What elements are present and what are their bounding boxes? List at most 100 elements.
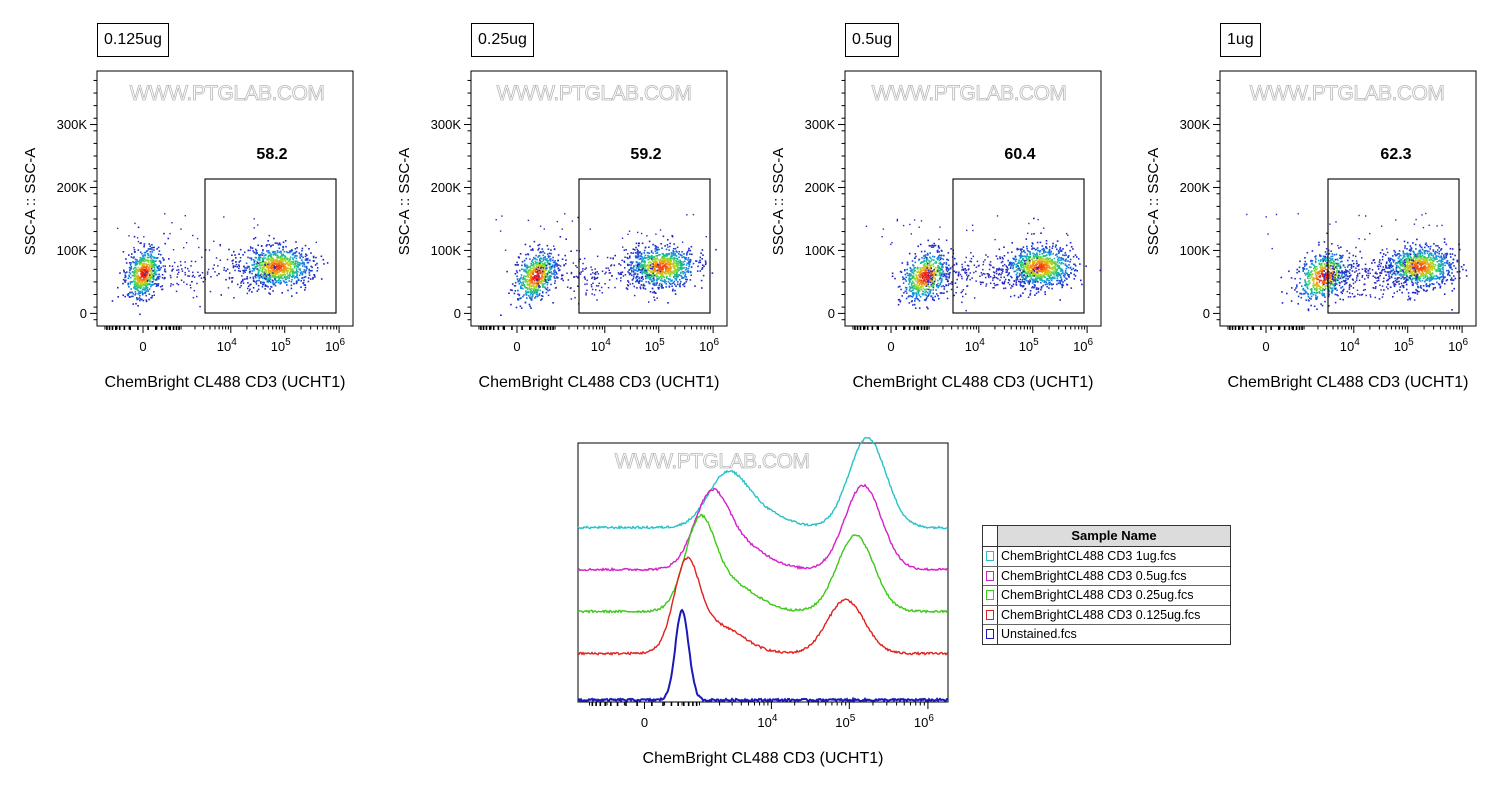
event-dot xyxy=(145,259,148,261)
event-dot xyxy=(158,269,160,272)
event-dot xyxy=(1030,270,1032,272)
event-dot xyxy=(689,261,691,264)
event-dot xyxy=(925,294,927,297)
event-dot xyxy=(289,272,291,274)
event-dot xyxy=(535,285,538,287)
event-dot xyxy=(695,260,698,262)
event-dot xyxy=(265,270,267,272)
event-dot xyxy=(123,271,125,273)
event-dot xyxy=(290,250,292,252)
event-dot xyxy=(247,256,249,259)
event-dot xyxy=(131,281,133,284)
event-dot xyxy=(1001,260,1004,263)
event-dot xyxy=(544,262,546,264)
event-dot xyxy=(526,297,528,299)
event-dot xyxy=(236,266,238,268)
event-dot xyxy=(637,256,640,258)
event-dot xyxy=(139,285,141,287)
event-dot xyxy=(686,271,688,273)
event-dot xyxy=(270,266,273,268)
event-dot xyxy=(1038,258,1041,260)
event-dot xyxy=(295,251,298,253)
event-dot xyxy=(279,283,281,285)
event-dot xyxy=(117,296,119,298)
event-dot xyxy=(219,245,221,247)
event-dot xyxy=(163,232,165,235)
event-dot xyxy=(648,265,650,267)
event-dot xyxy=(1067,274,1070,276)
event-dot xyxy=(669,245,671,248)
event-dot xyxy=(144,289,146,291)
event-dot xyxy=(152,270,154,272)
event-dot xyxy=(998,267,1000,270)
event-dot xyxy=(527,274,530,277)
event-dot xyxy=(274,251,276,253)
event-dot xyxy=(253,227,255,229)
event-dot xyxy=(1079,263,1081,265)
event-dot xyxy=(554,277,556,280)
x-tick-label: 104 xyxy=(217,337,237,354)
event-dot xyxy=(638,264,640,267)
event-dot xyxy=(132,295,134,298)
event-dot xyxy=(260,275,263,278)
event-dot xyxy=(1041,248,1044,251)
event-dot xyxy=(134,274,137,276)
event-dot xyxy=(521,264,523,267)
event-dot xyxy=(268,254,270,257)
event-dot xyxy=(141,258,144,260)
event-dot xyxy=(259,267,262,269)
event-dot xyxy=(180,279,183,281)
event-dot xyxy=(531,281,534,283)
event-dot xyxy=(671,253,673,255)
event-dot xyxy=(925,288,928,290)
event-dot xyxy=(533,240,536,243)
event-dot xyxy=(134,294,136,296)
event-dot xyxy=(584,278,586,280)
event-dot xyxy=(683,283,685,285)
event-dot xyxy=(541,277,543,279)
event-dot xyxy=(586,289,588,292)
event-dot xyxy=(218,273,220,275)
event-dot xyxy=(941,264,943,267)
event-dot xyxy=(636,280,638,282)
event-dot xyxy=(540,251,543,254)
event-dot xyxy=(529,245,531,248)
event-dot xyxy=(546,276,549,278)
event-dot xyxy=(149,245,151,247)
event-dot xyxy=(940,285,943,288)
event-dot xyxy=(688,261,690,264)
event-dot xyxy=(552,273,554,275)
event-dot xyxy=(688,265,690,268)
event-dot xyxy=(269,270,271,272)
event-dot xyxy=(671,235,673,237)
event-dot xyxy=(298,252,301,254)
event-dot xyxy=(652,291,654,294)
event-dot xyxy=(152,266,154,268)
event-dot xyxy=(291,263,294,265)
event-dot xyxy=(596,277,598,279)
event-dot xyxy=(645,272,647,274)
event-dot xyxy=(553,248,556,251)
event-dot xyxy=(137,260,140,263)
event-dot xyxy=(928,290,931,293)
event-dot xyxy=(1068,264,1070,266)
event-dot xyxy=(676,269,678,271)
event-dot xyxy=(659,273,662,276)
event-dot xyxy=(919,243,922,246)
event-dot xyxy=(262,271,264,274)
event-dot xyxy=(136,298,138,301)
event-dot xyxy=(657,286,659,289)
event-dot xyxy=(1069,267,1071,269)
event-dot xyxy=(632,267,635,269)
event-dot xyxy=(280,258,282,260)
event-dot xyxy=(668,286,671,288)
event-dot xyxy=(156,278,158,280)
event-dot xyxy=(637,263,639,266)
event-dot xyxy=(642,271,645,274)
event-dot xyxy=(543,271,546,274)
event-dot xyxy=(546,253,549,255)
event-dot xyxy=(276,280,278,282)
event-dot xyxy=(1016,269,1018,271)
event-dot xyxy=(645,273,648,275)
event-dot xyxy=(143,258,146,261)
